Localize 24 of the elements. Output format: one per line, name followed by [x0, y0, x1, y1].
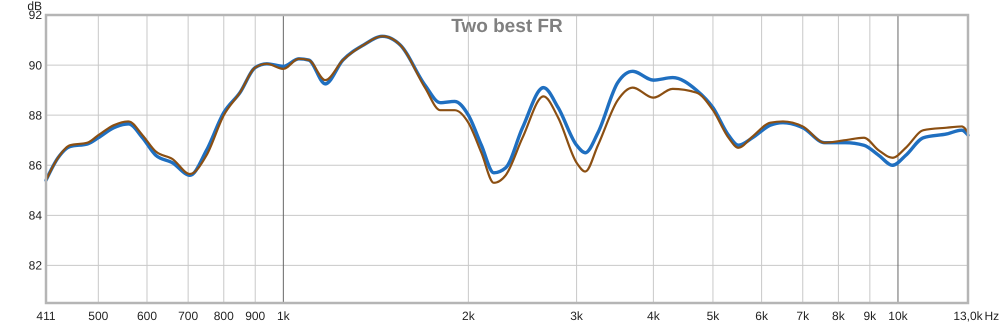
x-tick-label: 9k [864, 309, 878, 323]
x-tick-label: 500 [88, 309, 109, 323]
y-tick-label: 82 [28, 258, 42, 273]
x-tick-label: 800 [214, 309, 234, 323]
x-tick-label: 5k [706, 309, 720, 323]
y-tick-label: 84 [28, 208, 42, 223]
y-tick-label: 86 [28, 158, 42, 172]
y-tick-label: 88 [28, 108, 42, 122]
x-tick-label: 411 [36, 309, 56, 323]
x-tick-label: 600 [136, 309, 158, 323]
x-tick-label: 8k [832, 309, 846, 323]
x-tick-label: 700 [178, 309, 198, 323]
x-tick-label: 7k [796, 309, 810, 323]
x-tick-label: 13,0k [953, 309, 984, 323]
x-axis-title: Hz [984, 309, 1000, 323]
y-tick-label: 90 [28, 58, 42, 72]
x-tick-label: 900 [245, 309, 266, 323]
chart-title: Two best FR [451, 16, 564, 37]
x-tick-label: 2k [462, 309, 476, 323]
x-tick-label: 10k [888, 309, 909, 323]
x-tick-label: 3k [570, 309, 584, 323]
x-tick-label: 6k [755, 309, 769, 323]
x-tick-label: 1k [277, 309, 291, 323]
x-tick-label: 4k [647, 309, 661, 323]
